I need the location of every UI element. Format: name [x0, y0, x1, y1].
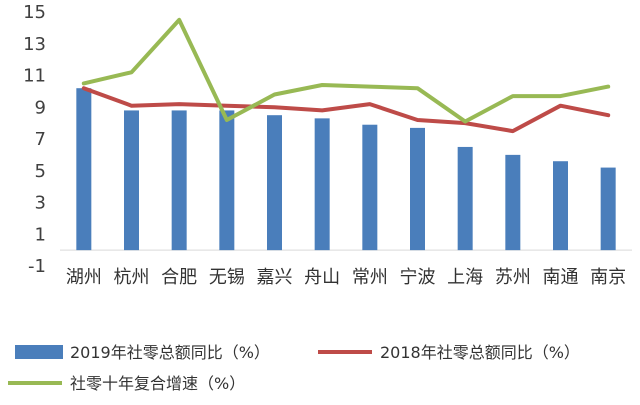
x-tick-label: 杭州 [114, 267, 150, 288]
x-tick-label: 南通 [543, 267, 579, 288]
bar-上海 [457, 146, 473, 251]
x-tick-label: 舟山 [304, 267, 340, 288]
legend: 2019年社零总额同比（%） 2018年社零总额同比（%） 社零十年复合增速（%） [8, 343, 580, 393]
bar-合肥 [171, 110, 187, 251]
line-series-2 [81, 17, 611, 124]
y-tick-label: -1 [28, 256, 46, 277]
y-tick-label: 15 [23, 2, 46, 23]
y-tick-label: 11 [23, 66, 46, 87]
x-tick-label: 湖州 [66, 267, 102, 288]
x-tick-label: 上海 [447, 267, 483, 288]
bar-series [76, 88, 616, 251]
x-tick-label: 宁波 [400, 267, 436, 288]
y-tick-label: 9 [35, 97, 46, 118]
y-tick-label: 1 [35, 224, 46, 245]
bar-杭州 [124, 110, 139, 251]
x-tick-label: 无锡 [209, 267, 245, 288]
bar-嘉兴 [267, 115, 282, 251]
x-tick-label: 南京 [590, 267, 626, 288]
y-tick-label: 13 [23, 34, 46, 55]
x-tick-label: 嘉兴 [257, 267, 293, 288]
bar-苏州 [505, 154, 521, 251]
y-tick-label: 7 [35, 129, 46, 150]
x-tick-label: 合肥 [161, 267, 197, 288]
bar-湖州 [76, 88, 92, 251]
bar-常州 [362, 124, 378, 251]
y-tick-label: 5 [35, 161, 46, 182]
line-series-1 [81, 86, 611, 134]
x-axis-ticks: 湖州 杭州 合肥 无锡 嘉兴 舟山 常州 宁波 上海 苏州 南通 南京 [66, 267, 626, 288]
legend-label: 社零十年复合增速（%） [70, 374, 245, 393]
bar-舟山 [314, 118, 330, 251]
legend-swatch-bar [15, 345, 63, 359]
bar-无锡 [219, 110, 235, 251]
bar-宁波 [410, 127, 425, 251]
legend-label: 2018年社零总额同比（%） [380, 343, 580, 362]
bar-南通 [553, 161, 568, 251]
legend-label: 2019年社零总额同比（%） [70, 343, 270, 362]
line-series [81, 17, 611, 134]
x-tick-label: 常州 [352, 267, 388, 288]
y-tick-label: 3 [35, 193, 46, 214]
bar-南京 [600, 167, 616, 251]
x-tick-label: 苏州 [495, 267, 531, 288]
